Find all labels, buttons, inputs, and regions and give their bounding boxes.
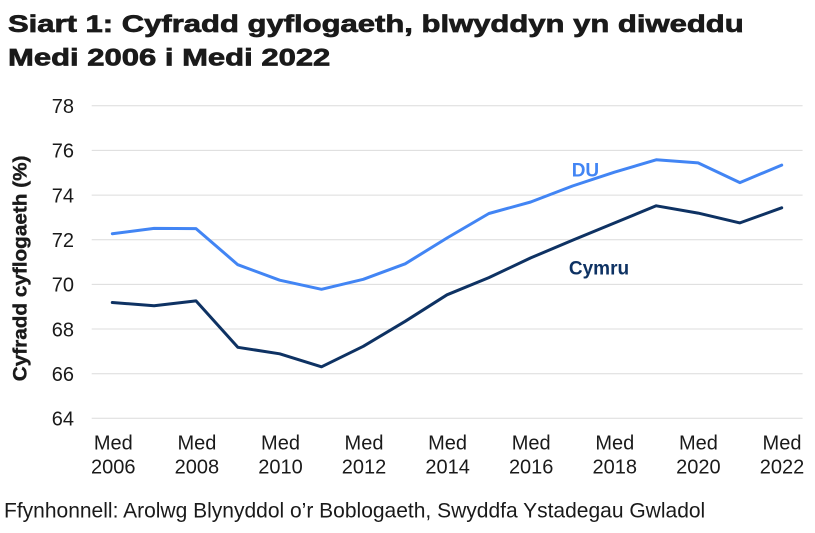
svg-text:78: 78 [52, 96, 74, 118]
svg-text:Siart 1: Cyfradd gyflogaeth, b: Siart 1: Cyfradd gyflogaeth, blwyddyn yn… [8, 11, 744, 38]
svg-text:Med: Med [679, 432, 718, 454]
svg-text:Med: Med [428, 432, 467, 454]
svg-text:Med: Med [345, 432, 384, 454]
svg-text:Medi 2006 i Medi 2022: Medi 2006 i Medi 2022 [8, 44, 330, 71]
svg-text:68: 68 [52, 319, 74, 341]
svg-text:Med: Med [595, 432, 634, 454]
svg-text:2008: 2008 [175, 457, 220, 479]
svg-text:2006: 2006 [91, 457, 136, 479]
svg-text:2016: 2016 [509, 457, 554, 479]
svg-text:Cymru: Cymru [569, 258, 629, 279]
svg-text:2020: 2020 [676, 457, 721, 479]
svg-text:2022: 2022 [760, 457, 805, 479]
svg-text:Med: Med [94, 432, 133, 454]
svg-text:Med: Med [177, 432, 216, 454]
svg-text:2012: 2012 [342, 457, 387, 479]
svg-text:74: 74 [52, 185, 74, 207]
svg-text:64: 64 [52, 409, 74, 431]
svg-text:DU: DU [572, 161, 599, 182]
svg-text:70: 70 [52, 275, 74, 297]
svg-text:Ffynhonnell: Arolwg Blynyddol: Ffynhonnell: Arolwg Blynyddol o’r Boblog… [4, 499, 705, 522]
svg-text:72: 72 [52, 230, 74, 252]
svg-text:Cyfradd cyflogaeth (%): Cyfradd cyflogaeth (%) [10, 156, 31, 382]
svg-text:66: 66 [52, 364, 74, 386]
svg-text:Med: Med [512, 432, 551, 454]
svg-text:Med: Med [763, 432, 802, 454]
svg-text:2018: 2018 [593, 457, 638, 479]
svg-text:76: 76 [52, 141, 74, 163]
svg-text:2014: 2014 [425, 457, 470, 479]
svg-text:2010: 2010 [258, 457, 303, 479]
svg-text:Med: Med [261, 432, 300, 454]
